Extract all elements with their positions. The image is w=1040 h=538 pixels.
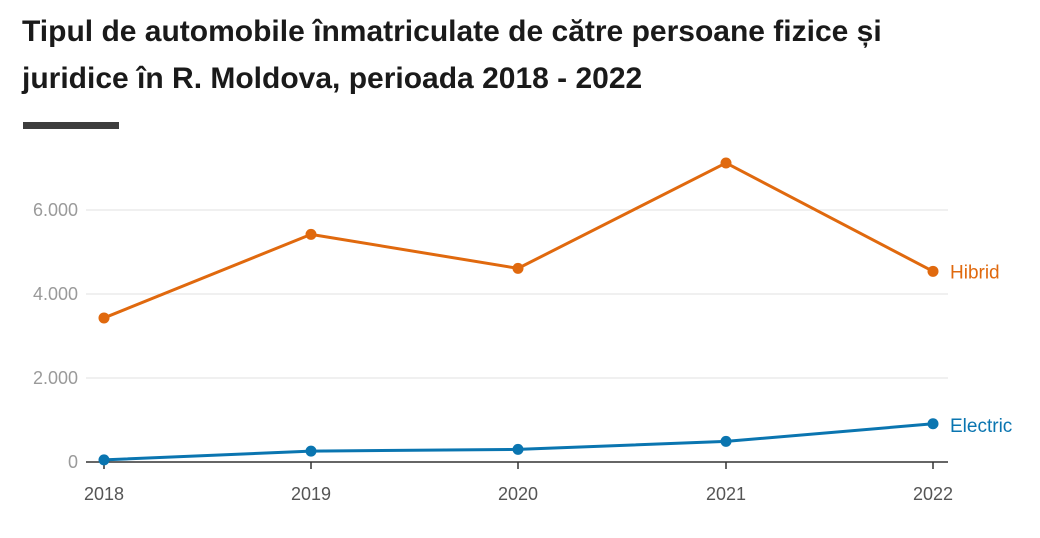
series-labels: Hibrid Electric	[950, 262, 1012, 436]
title-line-2: juridice în R. Moldova, perioada 2018 - …	[22, 62, 643, 95]
title-line-1: Tipul de automobile înmatriculate de căt…	[22, 15, 882, 48]
x-tick-label: 2022	[913, 484, 953, 504]
x-tick-label: 2021	[706, 484, 746, 504]
grid-lines	[86, 209, 948, 379]
data-point-hibrid	[305, 228, 317, 240]
y-tick-label: 6.000	[33, 200, 78, 220]
data-point-hibrid	[98, 312, 110, 324]
data-point-hibrid	[720, 157, 732, 169]
series-label-hibrid: Hibrid	[950, 262, 1000, 283]
series-lines	[98, 157, 939, 466]
x-tick-label: 2019	[291, 484, 331, 504]
data-point-electric	[305, 445, 317, 457]
series-label-electric: Electric	[950, 416, 1012, 437]
chart-title: Tipul de automobile înmatriculate de căt…	[22, 8, 1022, 102]
data-point-electric	[98, 454, 110, 466]
y-axis-ticks: 0 2.000 4.000 6.000	[33, 200, 78, 472]
data-point-hibrid	[512, 262, 524, 274]
data-point-electric	[720, 435, 732, 447]
data-point-electric	[512, 443, 524, 455]
y-tick-label: 0	[68, 452, 78, 472]
x-axis: 2018 2019 2020 2021 2022	[84, 461, 953, 504]
y-tick-label: 4.000	[33, 284, 78, 304]
x-tick-label: 2018	[84, 484, 124, 504]
data-point-electric	[927, 418, 939, 430]
series-line-hibrid	[103, 161, 934, 320]
x-tick-label: 2020	[498, 484, 538, 504]
data-point-hibrid	[927, 265, 939, 277]
title-accent-bar	[23, 122, 119, 129]
y-tick-label: 2.000	[33, 368, 78, 388]
